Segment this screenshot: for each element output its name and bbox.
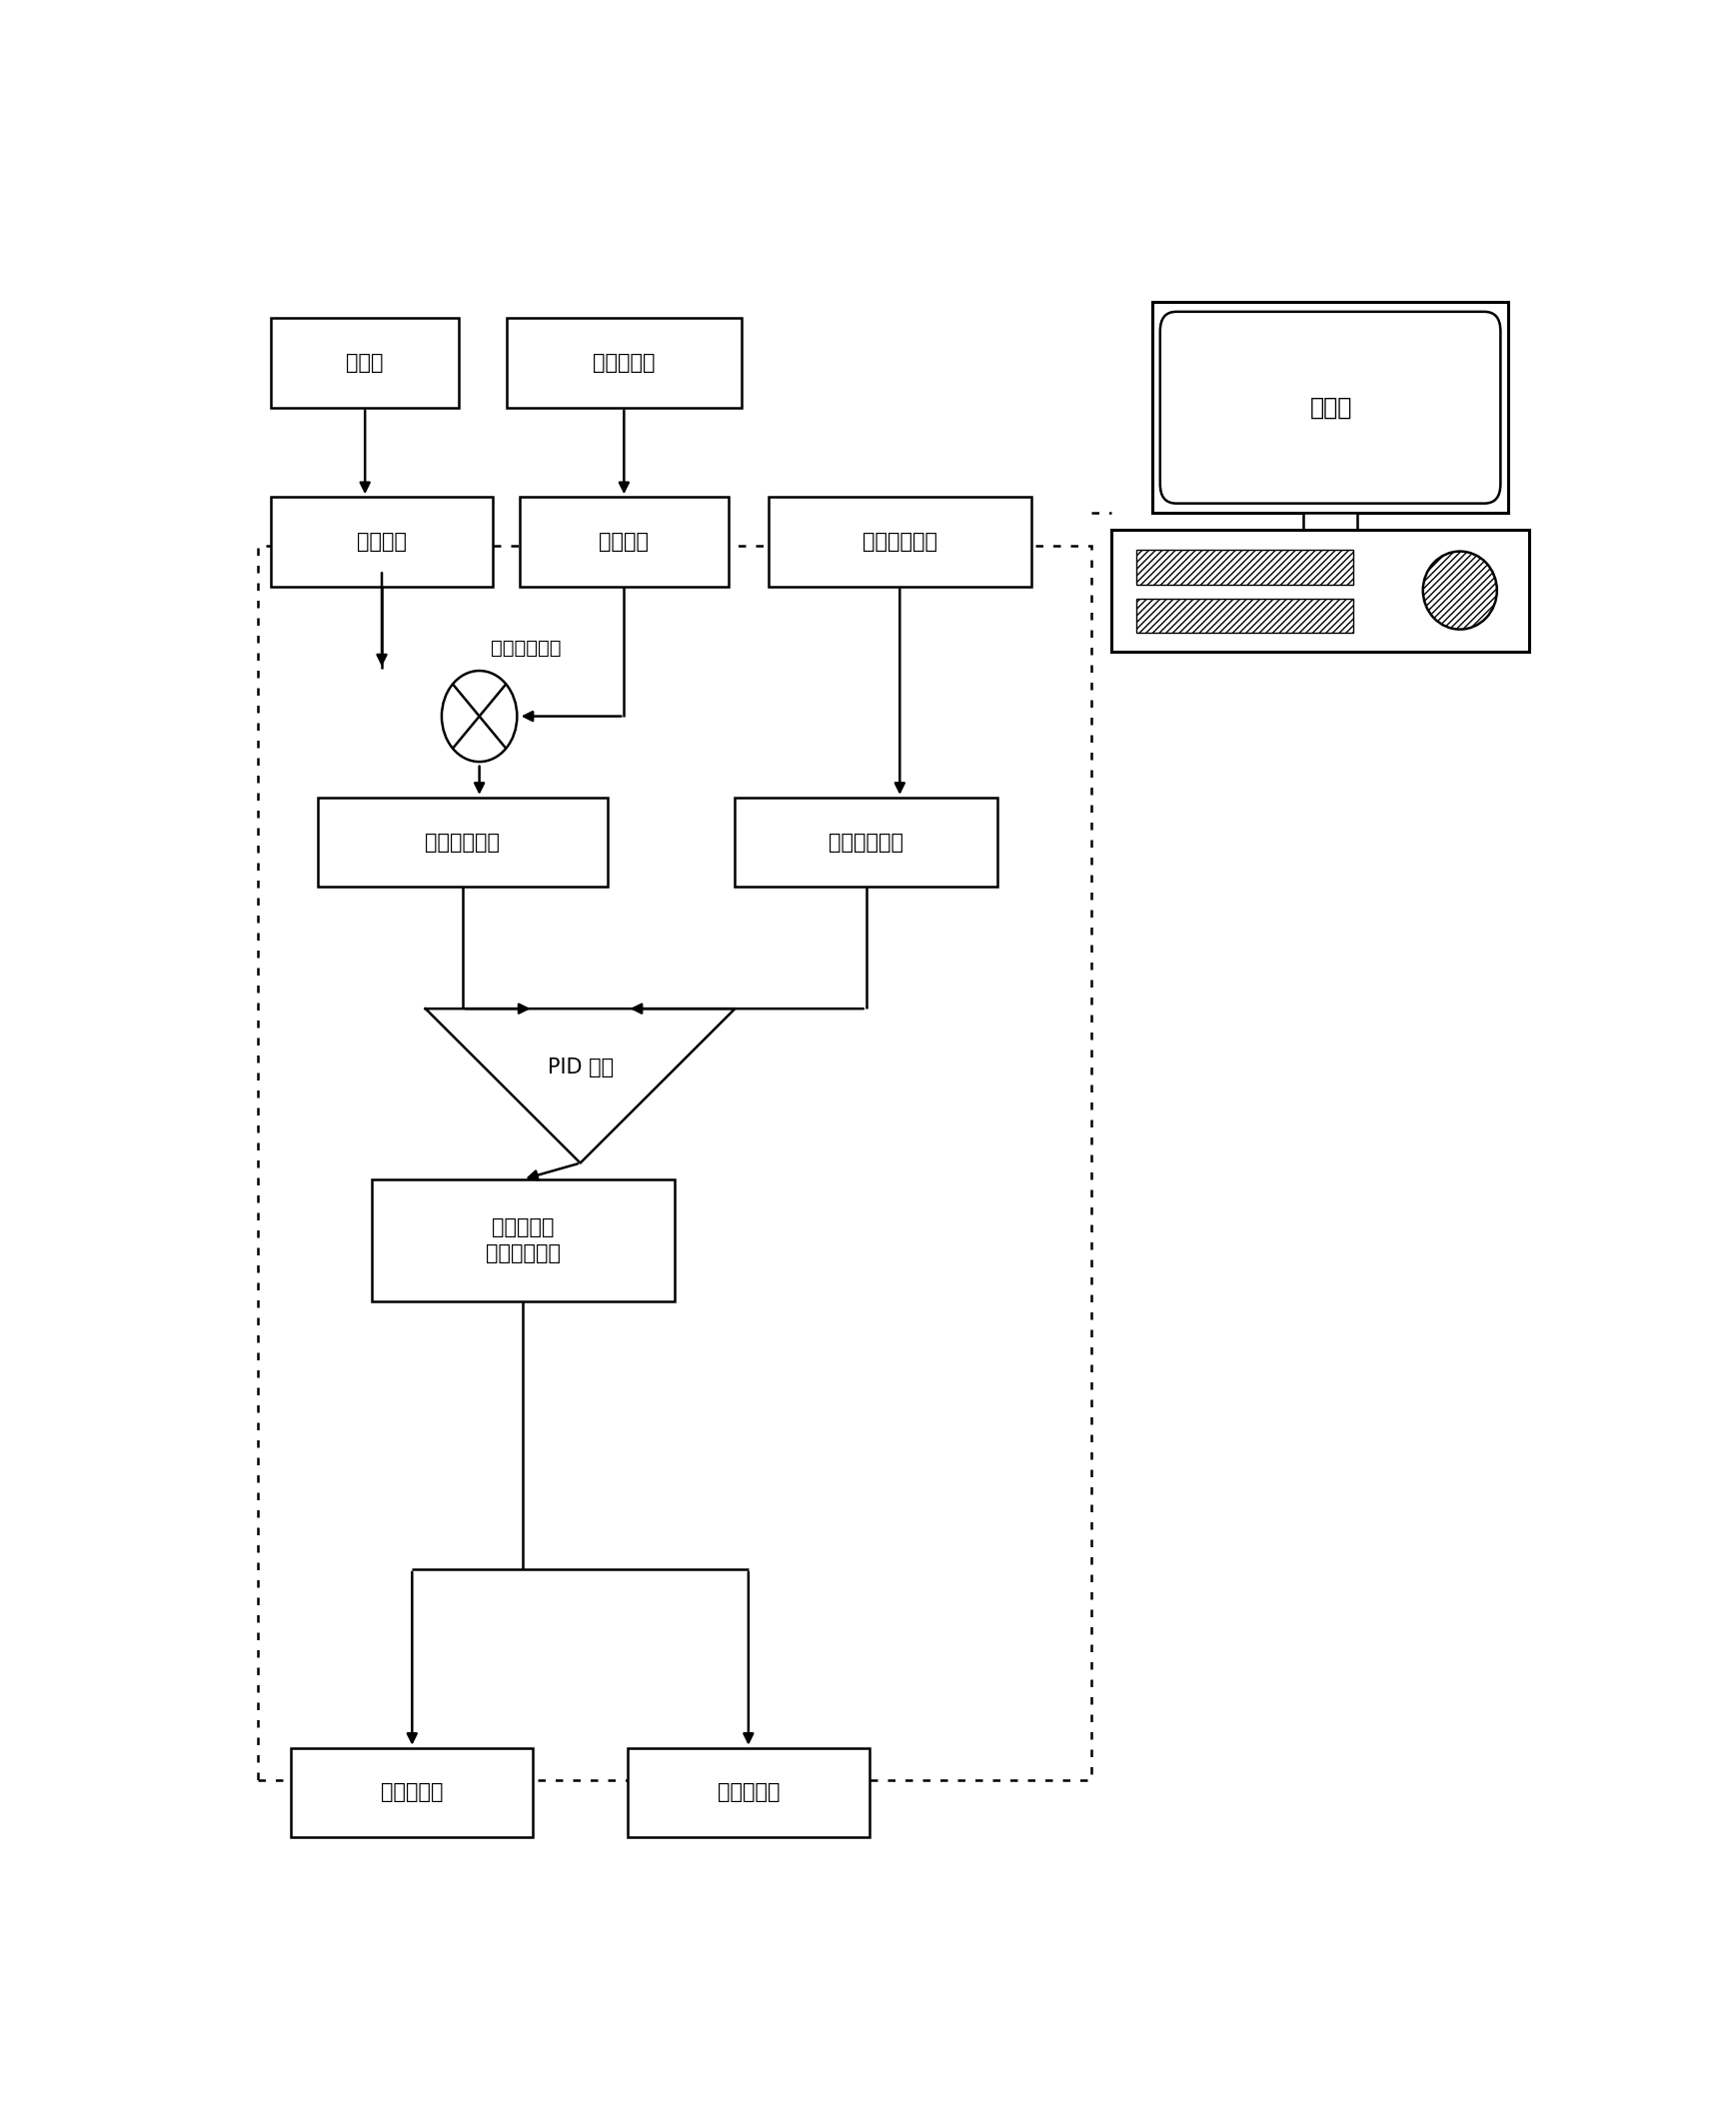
Text: 电机控制器: 电机控制器 [380, 1783, 443, 1802]
Text: 实测晶体直径: 实测晶体直径 [425, 831, 500, 852]
Bar [1135, 599, 1352, 633]
Bar [627, 1747, 870, 1838]
FancyBboxPatch shape [1160, 312, 1500, 504]
Text: 晶体直径设定: 晶体直径设定 [828, 831, 904, 852]
Bar [271, 319, 458, 407]
Bar [1153, 302, 1509, 513]
Bar [271, 496, 493, 587]
Text: 温度控制值
或拉速控制值: 温度控制值 或拉速控制值 [486, 1217, 561, 1264]
Bar [507, 319, 741, 407]
Bar [318, 798, 608, 886]
Circle shape [441, 671, 517, 762]
Bar [1304, 513, 1358, 542]
Text: 晶体形状设定: 晶体形状设定 [863, 532, 937, 551]
Polygon shape [425, 1009, 734, 1163]
Text: 直径信号切换: 直径信号切换 [491, 639, 562, 658]
Bar [1111, 530, 1529, 652]
Text: 称重传感器: 称重传感器 [592, 352, 654, 373]
Bar [372, 1179, 674, 1302]
Bar [519, 496, 729, 587]
Ellipse shape [1424, 551, 1496, 629]
Bar [734, 798, 998, 886]
Bar [292, 1747, 533, 1838]
Text: 温度控制器: 温度控制器 [717, 1783, 779, 1802]
Bar [1135, 551, 1352, 584]
Text: 计算机: 计算机 [1311, 395, 1352, 420]
Bar [257, 546, 1092, 1781]
Text: 生长速率: 生长速率 [599, 532, 649, 551]
Text: 摄像头: 摄像头 [345, 352, 384, 373]
Text: PID 运算: PID 运算 [547, 1057, 613, 1078]
Bar [769, 496, 1031, 587]
Text: 图像处理: 图像处理 [358, 532, 406, 551]
